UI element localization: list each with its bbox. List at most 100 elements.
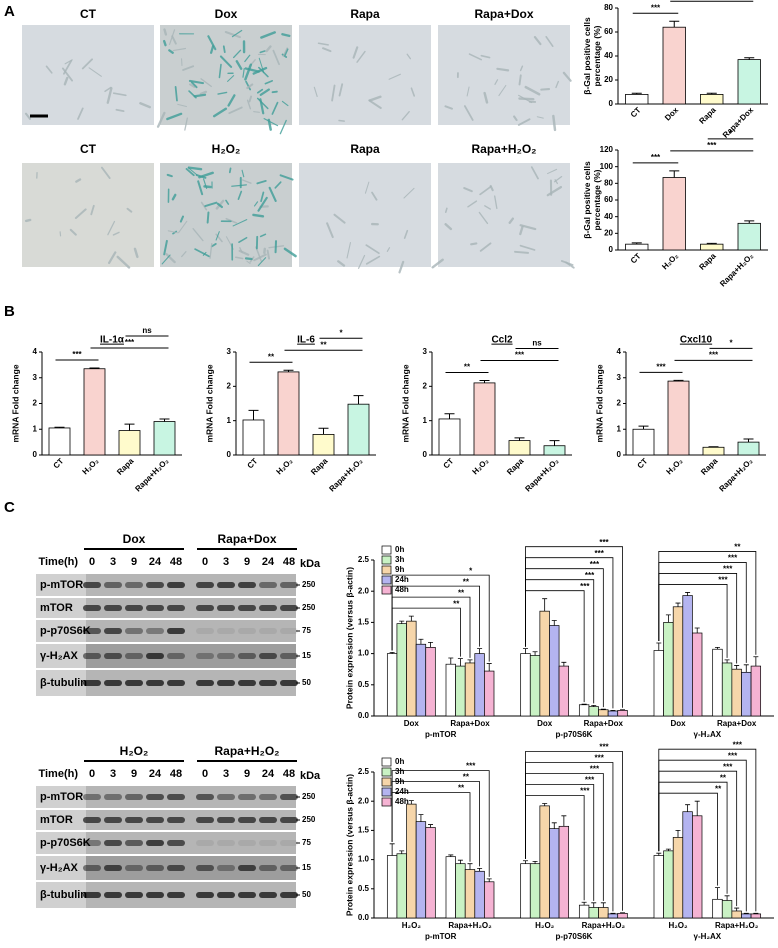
- band: [167, 817, 185, 823]
- band: [146, 582, 164, 588]
- y-axis-label-line: percentage (%): [592, 25, 602, 86]
- error-bar: [457, 859, 463, 864]
- cell: [259, 88, 270, 96]
- x-tick-label: Rapa: [115, 456, 136, 477]
- cell: [560, 260, 574, 266]
- cell: [187, 167, 198, 176]
- y-axis-label: Protein expression (versus β-actin): [344, 774, 354, 916]
- band: [104, 817, 122, 823]
- bar: [386, 653, 398, 717]
- y-tick-label: 4: [617, 347, 622, 356]
- micrograph-background: [438, 163, 570, 267]
- bar: [558, 665, 570, 717]
- cell: [260, 191, 265, 203]
- error-bar: [418, 638, 424, 645]
- bar: [242, 419, 265, 456]
- cell: [161, 254, 171, 265]
- cell: [267, 118, 272, 131]
- cell: [235, 60, 243, 70]
- cell: [326, 222, 334, 239]
- micrograph-background: [160, 163, 292, 267]
- cell: [480, 54, 491, 59]
- band: [167, 892, 185, 898]
- blot-row-label: β-tubulin: [40, 889, 87, 901]
- micrograph: [22, 25, 154, 125]
- cell: [479, 242, 492, 252]
- time-label: 9: [131, 556, 137, 568]
- panel-label: A: [4, 3, 15, 20]
- cell: [444, 105, 453, 110]
- cell: [63, 76, 69, 86]
- cell: [61, 67, 73, 82]
- bar: [588, 706, 599, 717]
- y-axis-label-line: β-Gal positive cells: [582, 17, 592, 95]
- cell: [281, 33, 291, 38]
- band: [238, 605, 256, 611]
- band: [167, 653, 185, 659]
- cell: [524, 85, 541, 96]
- error-bar: [743, 438, 754, 443]
- bar: [347, 403, 370, 456]
- bar: [682, 811, 693, 919]
- significance-label: ***: [718, 576, 728, 585]
- bar: [712, 898, 723, 919]
- band: [196, 817, 214, 823]
- legend-label: 9h: [395, 565, 404, 574]
- cell: [536, 116, 544, 119]
- y-axis-label-line: percentage (%): [592, 169, 602, 230]
- band: [196, 892, 214, 898]
- cell: [172, 47, 187, 52]
- cell: [231, 29, 243, 38]
- cell: [100, 166, 111, 180]
- significance-bracket: [391, 574, 490, 662]
- cell: [107, 251, 117, 265]
- blot-strip: [36, 810, 296, 830]
- band: [217, 892, 235, 898]
- significance-label: ***: [707, 141, 717, 150]
- y-tick-label: 2.5: [358, 555, 370, 564]
- kda-marker: 15: [302, 863, 311, 872]
- cell: [368, 99, 382, 110]
- band: [167, 794, 185, 800]
- cell: [463, 105, 474, 121]
- blot-row: [36, 574, 298, 596]
- error-bar: [408, 615, 414, 622]
- cell: [255, 246, 262, 262]
- band: [259, 892, 277, 898]
- cell: [398, 260, 405, 274]
- chart-title: Cxcl10: [680, 335, 713, 346]
- micrograph: [431, 163, 575, 269]
- cell: [210, 242, 217, 248]
- x-tick-label: CT: [629, 105, 643, 119]
- error-bar: [656, 852, 662, 856]
- time-label: 9: [244, 768, 250, 780]
- error-bar: [724, 659, 730, 663]
- band: [217, 680, 235, 686]
- time-axis-label: Time(h): [38, 556, 78, 568]
- bar: [702, 446, 725, 456]
- legend-swatch: [381, 787, 392, 797]
- bar: [48, 427, 71, 456]
- cell: [264, 80, 273, 85]
- blot-label-area: [36, 882, 86, 908]
- error-bar: [353, 395, 364, 405]
- time-label: 3: [110, 556, 116, 568]
- blot-row: [36, 810, 298, 830]
- x-tick-label: Rapa+H₂O₂: [715, 921, 759, 930]
- error-bar: [318, 427, 329, 435]
- band: [196, 653, 214, 659]
- micrograph-caption: Rapa+Dox: [474, 7, 533, 21]
- error-bar: [610, 709, 616, 712]
- cell: [115, 108, 125, 113]
- band: [238, 840, 256, 846]
- significance-label: ***: [125, 338, 135, 347]
- blot-row-label: p-p70S6K: [40, 625, 91, 637]
- y-tick-label: 0.0: [358, 913, 370, 922]
- bar: [617, 710, 628, 717]
- cell: [202, 178, 208, 190]
- band: [125, 605, 143, 611]
- cell: [479, 185, 492, 196]
- cell: [242, 68, 245, 78]
- cell: [498, 84, 507, 97]
